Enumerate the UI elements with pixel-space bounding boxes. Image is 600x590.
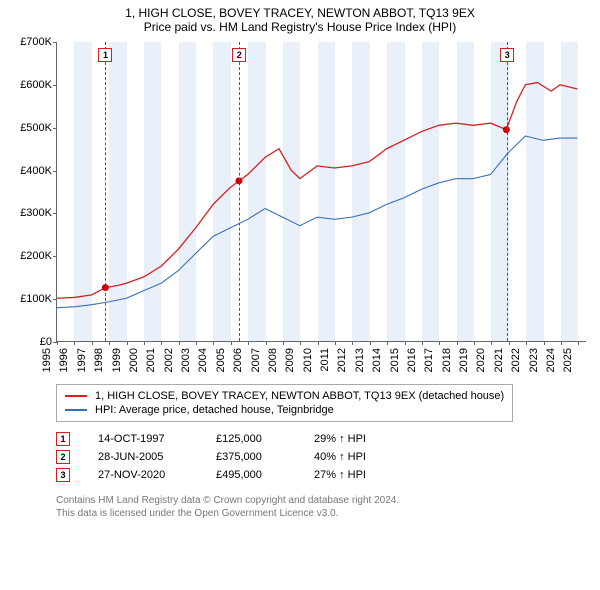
x-tick-label: 2025	[562, 348, 592, 372]
x-tick-mark	[457, 341, 458, 345]
y-tick-mark	[53, 213, 57, 214]
y-tick-mark	[53, 85, 57, 86]
sales-row-price: £125,000	[216, 433, 286, 445]
sales-row: 2 28-JUN-2005 £375,000 40% ↑ HPI	[56, 448, 590, 466]
chart-title-line1: 1, HIGH CLOSE, BOVEY TRACEY, NEWTON ABBO…	[10, 6, 590, 20]
x-tick-mark	[405, 341, 406, 345]
x-tick-mark	[318, 341, 319, 345]
x-tick-mark	[578, 341, 579, 345]
x-tick-mark	[422, 341, 423, 345]
sales-row: 1 14-OCT-1997 £125,000 29% ↑ HPI	[56, 430, 590, 448]
x-tick-mark	[526, 341, 527, 345]
x-tick-mark	[92, 341, 93, 345]
sales-row-date: 27-NOV-2020	[98, 469, 188, 481]
y-tick-label: £0	[10, 336, 52, 348]
sales-row-relative: 29% ↑ HPI	[314, 433, 394, 445]
x-tick-mark	[439, 341, 440, 345]
footer-line2: This data is licensed under the Open Gov…	[56, 507, 590, 520]
x-tick-mark	[144, 341, 145, 345]
y-tick-label: £100K	[10, 293, 52, 305]
x-tick-mark	[57, 341, 58, 345]
y-tick-label: £500K	[10, 122, 52, 134]
sales-row-marker: 3	[56, 468, 70, 482]
y-tick-mark	[53, 299, 57, 300]
sale-marker-box: 3	[500, 48, 514, 62]
chart-title-line2: Price paid vs. HM Land Registry's House …	[10, 20, 590, 34]
x-tick-mark	[283, 341, 284, 345]
footer-line1: Contains HM Land Registry data © Crown c…	[56, 494, 590, 507]
legend-row: 1, HIGH CLOSE, BOVEY TRACEY, NEWTON ABBO…	[65, 389, 504, 403]
y-tick-label: £400K	[10, 165, 52, 177]
x-tick-mark	[335, 341, 336, 345]
page: 1, HIGH CLOSE, BOVEY TRACEY, NEWTON ABBO…	[0, 0, 600, 590]
sales-row-relative: 27% ↑ HPI	[314, 469, 394, 481]
series-hpi	[57, 136, 577, 308]
sales-row-price: £375,000	[216, 451, 286, 463]
y-tick-mark	[53, 42, 57, 43]
y-tick-label: £300K	[10, 207, 52, 219]
sales-table: 1 14-OCT-1997 £125,000 29% ↑ HPI 2 28-JUN-200…	[56, 430, 590, 484]
plot-area: 1 2 3	[56, 42, 586, 342]
x-tick-mark	[352, 341, 353, 345]
y-tick-mark	[53, 171, 57, 172]
x-tick-mark	[161, 341, 162, 345]
x-tick-mark	[74, 341, 75, 345]
sales-row-date: 28-JUN-2005	[98, 451, 188, 463]
legend-swatch	[65, 395, 87, 397]
x-tick-mark	[266, 341, 267, 345]
sales-row-relative: 40% ↑ HPI	[314, 451, 394, 463]
x-tick-mark	[509, 341, 510, 345]
x-tick-mark	[474, 341, 475, 345]
sale-marker-box: 2	[232, 48, 246, 62]
x-tick-mark	[127, 341, 128, 345]
sales-row-date: 14-OCT-1997	[98, 433, 188, 445]
x-tick-mark	[387, 341, 388, 345]
series-property	[57, 83, 577, 299]
sales-row-price: £495,000	[216, 469, 286, 481]
legend-swatch	[65, 409, 87, 411]
sales-row: 3 27-NOV-2020 £495,000 27% ↑ HPI	[56, 466, 590, 484]
x-tick-mark	[179, 341, 180, 345]
y-tick-label: £700K	[10, 36, 52, 48]
x-tick-mark	[370, 341, 371, 345]
sale-marker-box: 1	[98, 48, 112, 62]
footer: Contains HM Land Registry data © Crown c…	[56, 494, 590, 520]
y-tick-label: £600K	[10, 79, 52, 91]
x-tick-mark	[109, 341, 110, 345]
chart: 1 2 3 £0 £100K £200K £300K £400K £500K £600K £700…	[10, 38, 590, 378]
x-tick-mark	[213, 341, 214, 345]
legend-row: HPI: Average price, detached house, Teig…	[65, 403, 504, 417]
sale-vline	[239, 42, 240, 341]
sale-vline	[105, 42, 106, 341]
legend-label: HPI: Average price, detached house, Teig…	[95, 404, 334, 416]
x-tick-mark	[196, 341, 197, 345]
sale-vline	[507, 42, 508, 341]
legend-label: 1, HIGH CLOSE, BOVEY TRACEY, NEWTON ABBO…	[95, 390, 504, 402]
x-tick-mark	[300, 341, 301, 345]
y-tick-mark	[53, 256, 57, 257]
sales-row-marker: 1	[56, 432, 70, 446]
y-tick-label: £200K	[10, 250, 52, 262]
x-tick-mark	[561, 341, 562, 345]
x-tick-mark	[491, 341, 492, 345]
x-tick-mark	[248, 341, 249, 345]
x-tick-mark	[231, 341, 232, 345]
y-tick-mark	[53, 128, 57, 129]
sales-row-marker: 2	[56, 450, 70, 464]
x-tick-mark	[544, 341, 545, 345]
legend: 1, HIGH CLOSE, BOVEY TRACEY, NEWTON ABBO…	[56, 384, 513, 422]
